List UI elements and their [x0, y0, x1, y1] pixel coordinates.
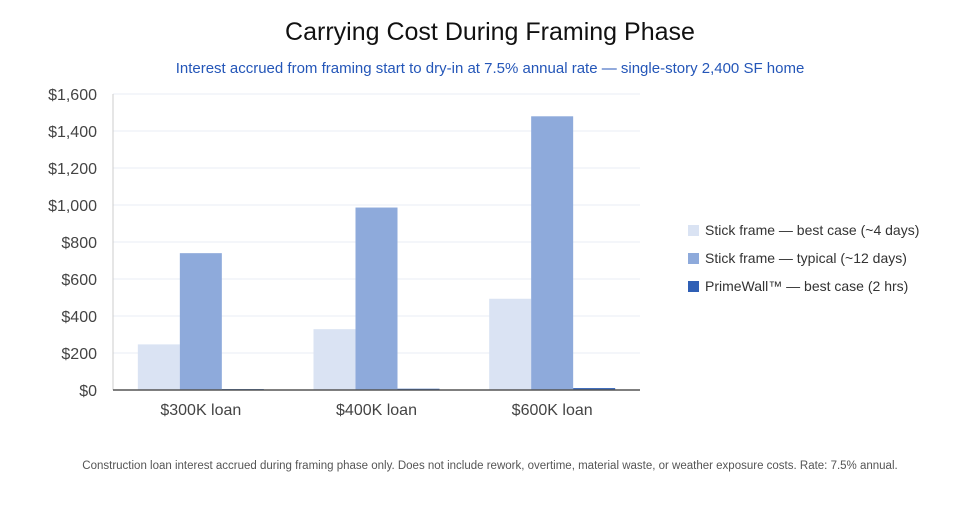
y-tick-label: $1,200 — [48, 161, 97, 178]
bar — [313, 329, 356, 390]
footnote: Construction loan interest accrued durin… — [82, 460, 898, 472]
y-tick-label: $1,000 — [48, 198, 97, 215]
legend-item: Stick frame — typical (~12 days) — [688, 244, 919, 272]
legend-label: Stick frame — typical (~12 days) — [705, 250, 907, 266]
y-tick-label: $600 — [61, 272, 97, 289]
legend-swatch — [688, 224, 699, 236]
legend-item: Stick frame — best case (~4 days) — [688, 216, 919, 244]
y-tick-label: $0 — [79, 383, 97, 400]
y-tick-label: $800 — [61, 235, 97, 252]
bar — [179, 253, 222, 390]
legend-label: Stick frame — best case (~4 days) — [705, 222, 920, 238]
chart-subtitle: Interest accrued from framing start to d… — [175, 60, 805, 77]
legend-item: PrimeWall™ — best case (2 hrs) — [688, 272, 919, 300]
bar — [531, 116, 574, 390]
legend: Stick frame — best case (~4 days) Stick f… — [688, 216, 919, 300]
legend-swatch — [688, 280, 699, 292]
y-tick-label: $1,400 — [48, 124, 97, 141]
bar — [573, 388, 616, 390]
chart-title: Carrying Cost During Framing Phase — [285, 18, 695, 46]
y-tick-label: $1,600 — [48, 87, 97, 104]
x-tick-label: $600K loan — [512, 402, 593, 419]
y-tick-label: $400 — [61, 309, 97, 326]
bar — [489, 298, 532, 390]
x-tick-label: $300K loan — [160, 402, 241, 419]
x-tick-label: $400K loan — [336, 402, 417, 419]
legend-swatch — [688, 252, 699, 264]
y-tick-label: $200 — [61, 346, 97, 363]
bar — [355, 207, 398, 390]
legend-label: PrimeWall™ — best case (2 hrs) — [705, 278, 909, 294]
bar — [137, 344, 180, 390]
